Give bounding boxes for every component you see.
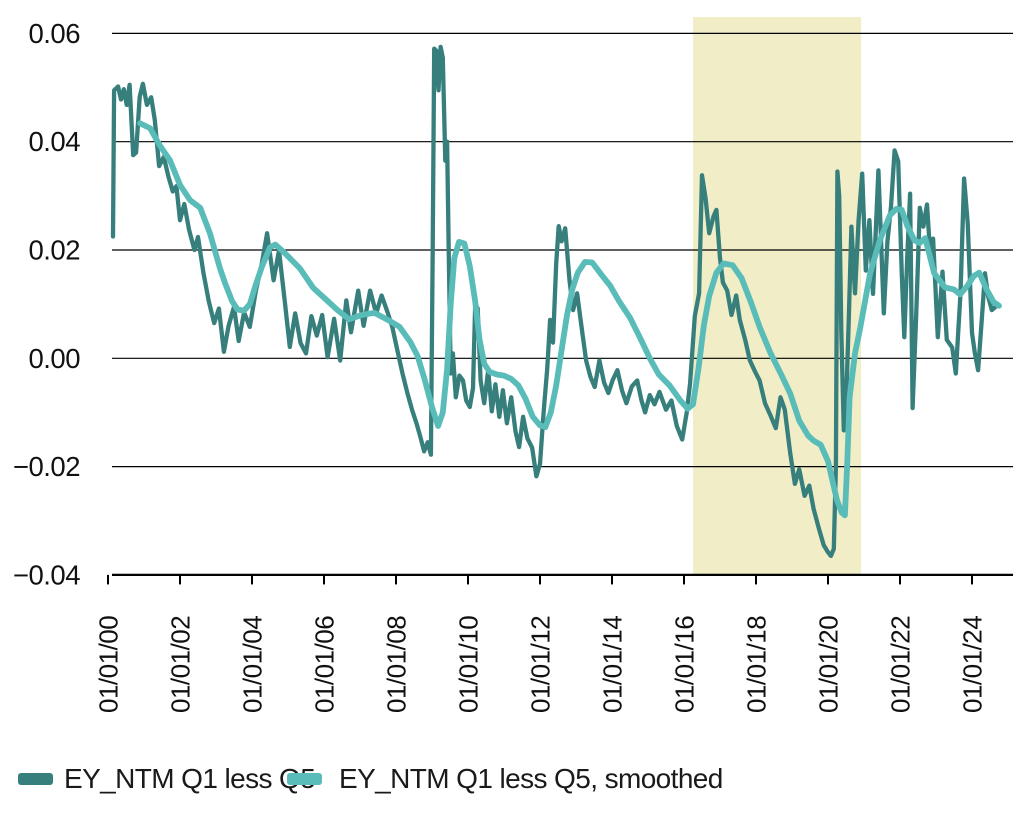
- x-tick-label: 01/01/12: [526, 616, 556, 713]
- legend-item-raw: EY_NTM Q1 less Q5: [18, 763, 316, 795]
- x-tick-label: 01/01/20: [814, 616, 844, 713]
- x-tick-label: 01/01/02: [166, 616, 196, 713]
- legend-label-smoothed: EY_NTM Q1 less Q5, smoothed: [339, 763, 723, 794]
- x-tick-label: 01/01/16: [670, 616, 700, 713]
- x-tick-label: 01/01/04: [238, 616, 268, 713]
- series-raw-line: [110, 44, 998, 559]
- x-tick-label: 01/01/10: [454, 616, 484, 713]
- x-tick-label: 01/01/22: [886, 616, 916, 713]
- y-tick-label: 0.06: [28, 18, 80, 49]
- x-tick-label: 01/01/24: [958, 616, 988, 713]
- legend-item-smoothed: EY_NTM Q1 less Q5, smoothed: [287, 763, 723, 795]
- x-tick-label: 01/01/06: [310, 616, 340, 713]
- x-tick-label: 01/01/00: [94, 616, 124, 713]
- x-tick-label: 01/01/14: [598, 616, 628, 713]
- x-tick-label: 01/01/18: [742, 616, 772, 713]
- legend-label-raw: EY_NTM Q1 less Q5: [64, 763, 316, 794]
- legend-swatch-raw: [18, 773, 53, 785]
- x-tick-label: 01/01/08: [382, 616, 412, 713]
- legend-swatch-smoothed: [287, 773, 322, 785]
- legend: EY_NTM Q1 less Q5 EY_NTM Q1 less Q5, smo…: [0, 758, 1024, 798]
- y-tick-label: 0.04: [28, 126, 80, 157]
- y-tick-label: 0.02: [28, 235, 80, 266]
- y-tick-label: −0.04: [13, 559, 80, 590]
- line-chart: 0.06 0.04 0.02 0.00 −0.02 −0.04 01/01/00 01/01/…: [13, 17, 1013, 713]
- y-tick-label: 0.00: [28, 343, 80, 374]
- series-smoothed-line: [137, 120, 1002, 519]
- y-tick-label: −0.02: [13, 451, 80, 482]
